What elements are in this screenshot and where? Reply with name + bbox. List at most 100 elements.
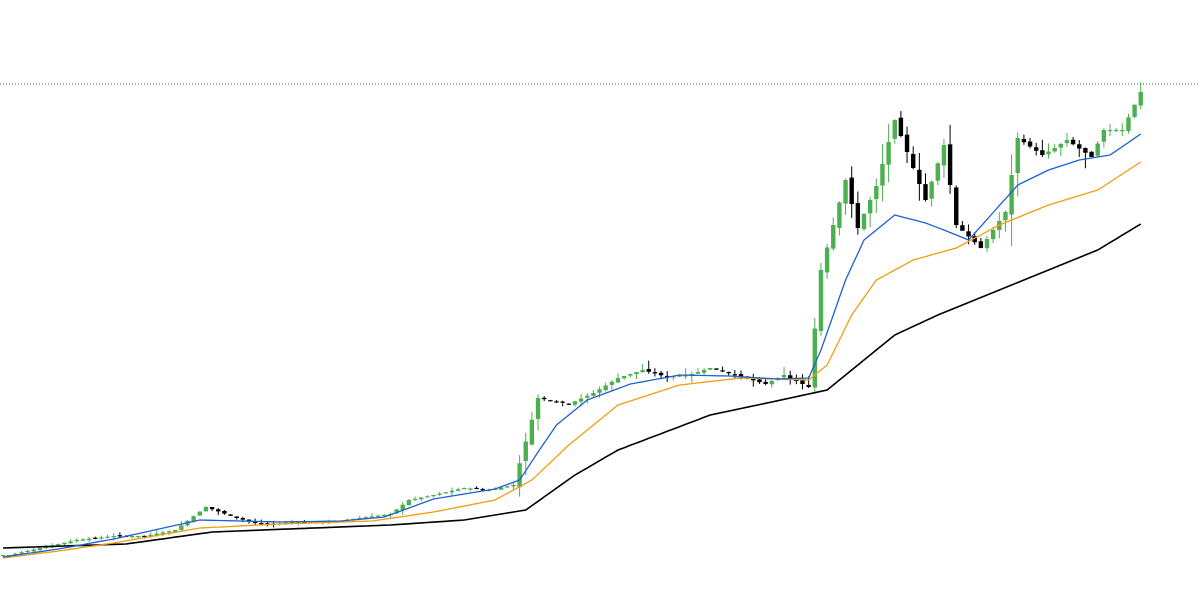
candle-up — [701, 370, 707, 373]
candle-up — [437, 493, 442, 495]
candle-up — [689, 374, 694, 376]
candle-down — [806, 384, 811, 387]
candle-down — [1040, 150, 1045, 155]
candle-down — [800, 380, 805, 384]
candle-down — [978, 241, 984, 248]
candle-down — [480, 489, 485, 491]
candle-up — [990, 230, 996, 240]
candle-up — [585, 395, 590, 398]
candle-down — [726, 371, 731, 374]
candle-up — [769, 381, 774, 385]
candle-down — [960, 225, 965, 231]
candle-up — [671, 376, 676, 378]
candle-up — [289, 522, 295, 524]
candle-down — [1021, 138, 1027, 143]
candle-up — [1009, 175, 1014, 215]
candle-up — [160, 532, 166, 535]
candle-down — [216, 509, 221, 512]
candle-up — [1101, 130, 1107, 142]
candle-up — [1058, 144, 1063, 148]
candle-down — [222, 510, 227, 514]
candle-up — [511, 485, 516, 487]
candle-up — [591, 393, 596, 396]
candle-up — [111, 536, 116, 538]
candle-up — [880, 164, 885, 186]
candle-up — [572, 401, 578, 405]
candle-up — [935, 163, 940, 181]
candle-down — [714, 368, 719, 370]
candle-down — [917, 169, 922, 184]
candle-up — [406, 500, 412, 506]
candle-up — [148, 534, 153, 537]
candle-down — [246, 519, 252, 522]
candle-up — [400, 504, 405, 511]
moving-average-mid-line — [2, 161, 1142, 559]
candle-down — [720, 370, 725, 372]
candle-down — [788, 375, 793, 378]
candle-up — [25, 550, 30, 552]
candle-down — [652, 372, 658, 374]
candle-up — [296, 522, 301, 524]
candle-up — [621, 376, 627, 379]
candle-up — [498, 487, 504, 490]
candle-up — [892, 120, 897, 139]
candle-down — [966, 231, 971, 237]
candle-up — [708, 368, 713, 370]
candle-up — [173, 530, 178, 532]
candle-up — [203, 507, 209, 512]
candle-up — [843, 180, 848, 204]
candle-up — [105, 536, 110, 538]
candle-up — [80, 539, 86, 541]
candle-up — [357, 518, 362, 520]
candle-up — [1046, 151, 1051, 155]
candle-up — [43, 546, 49, 549]
candle-down — [560, 401, 565, 403]
candle-up — [609, 381, 615, 385]
candle-down — [646, 369, 651, 372]
candle-up — [818, 270, 824, 331]
candle-up — [867, 200, 873, 214]
moving-average-slow-line — [2, 223, 1142, 549]
candle-down — [265, 523, 270, 525]
candle-up — [781, 375, 787, 378]
candle-up — [31, 549, 36, 552]
candle-up — [597, 389, 602, 393]
candle-up — [1015, 138, 1020, 174]
candle-up — [1132, 104, 1137, 117]
candle-up — [1052, 148, 1057, 152]
candle-up — [1120, 130, 1125, 132]
candle-down — [732, 374, 738, 376]
candle-up — [941, 145, 947, 166]
candle-up — [136, 536, 141, 538]
candle-up — [462, 488, 467, 490]
candle-down — [954, 187, 959, 225]
candle-up — [425, 496, 430, 498]
candle-up — [812, 328, 817, 388]
candle-up — [375, 515, 381, 517]
candle-down — [228, 514, 233, 516]
candle-up — [886, 142, 891, 165]
candle-down — [757, 379, 762, 383]
candle-down — [911, 153, 916, 168]
candle-up — [154, 533, 159, 536]
candle-down — [1077, 144, 1082, 149]
candle-up — [1003, 212, 1008, 221]
candle-up — [468, 488, 473, 490]
candle-down — [738, 374, 744, 377]
candle-down — [763, 381, 768, 384]
candle-up — [13, 553, 18, 555]
candles-group — [0, 81, 1143, 558]
candle-up — [1095, 143, 1100, 156]
candle-up — [363, 517, 369, 519]
candle-up — [824, 247, 830, 273]
candle-up — [505, 486, 510, 488]
candle-down — [1027, 141, 1033, 147]
candle-up — [535, 398, 541, 419]
candle-down — [904, 134, 910, 152]
candle-up — [615, 378, 621, 383]
candle-up — [369, 516, 375, 518]
candle-down — [474, 487, 479, 490]
candle-down — [548, 400, 553, 402]
candle-up — [1126, 117, 1131, 132]
